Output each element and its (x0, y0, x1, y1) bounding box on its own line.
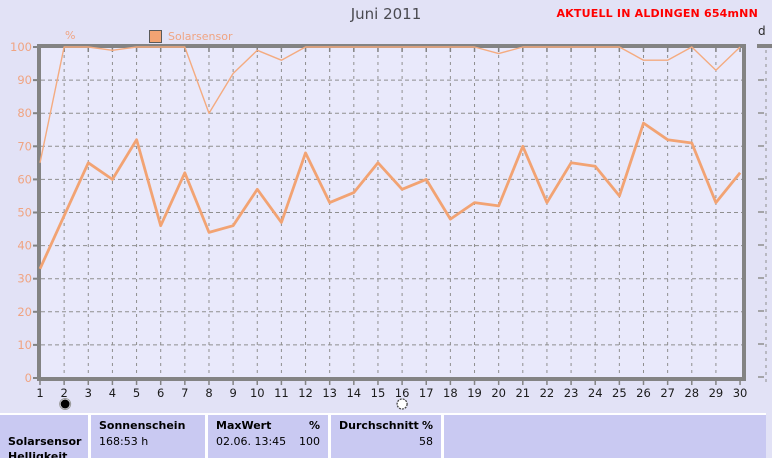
x-tick-label: 21 (515, 386, 530, 400)
x-tick-label: 16 (395, 386, 410, 400)
y-tick-label: 10 (17, 338, 32, 352)
sensor-row-helligkeit[interactable]: Helligkeit (8, 450, 68, 458)
y-tick-label: 50 (17, 206, 32, 220)
station-status-text: AKTUELL IN ALDINGEN 654mNN (556, 7, 758, 20)
x-tick-label: 19 (467, 386, 482, 400)
y-tick-label: 60 (17, 172, 32, 186)
x-tick-label: 4 (109, 386, 116, 400)
x-tick-label: 14 (346, 386, 361, 400)
empty-cell (444, 415, 766, 458)
sonnenschein-header: Sonnenschein (99, 418, 186, 432)
y-tick-label: 90 (17, 73, 32, 87)
x-tick-label: 18 (443, 386, 458, 400)
sonnenschein-cell: Sonnenschein 168:53 h (91, 415, 205, 458)
x-tick-label: 23 (564, 386, 579, 400)
durchschnitt-cell: Durchschnitt % 58 (331, 415, 441, 458)
maxwert-header: MaxWert (216, 418, 272, 432)
y-axis-unit-label: % (65, 29, 76, 42)
maxwert-unit: % (308, 418, 320, 432)
x-tick-label: 28 (684, 386, 699, 400)
adjacent-panel-label: d (758, 24, 766, 38)
y-tick-label: 30 (17, 272, 32, 286)
full-moon-icon (396, 398, 408, 410)
x-tick-label: 2 (60, 386, 67, 400)
y-tick-label: 80 (17, 106, 32, 120)
x-tick-label: 26 (636, 386, 651, 400)
maxwert-date: 02.06. 13:45 (216, 434, 287, 448)
y-tick-label: 0 (25, 371, 32, 385)
x-tick-label: 3 (85, 386, 92, 400)
x-tick-label: 9 (229, 386, 236, 400)
x-tick-label: 17 (419, 386, 434, 400)
maxwert-cell: MaxWert % 02.06. 13:45 100 (208, 415, 328, 458)
durchschnitt-unit: % (421, 418, 433, 432)
sonnenschein-value: 168:53 h (99, 434, 149, 448)
x-tick-label: 30 (733, 386, 748, 400)
maxwert-value: 100 (299, 434, 320, 448)
x-tick-label: 1 (36, 386, 43, 400)
x-tick-label: 6 (157, 386, 164, 400)
y-tick-label: 100 (10, 40, 32, 54)
y-tick-label: 20 (17, 305, 32, 319)
series-upper-line (39, 46, 741, 163)
x-tick-label: 25 (612, 386, 627, 400)
x-tick-label: 8 (205, 386, 212, 400)
sensor-name-column: Solarsensor Helligkeit (0, 415, 88, 458)
series-lower-line (38, 121, 742, 270)
x-tick-label: 27 (660, 386, 675, 400)
x-tick-label: 20 (491, 386, 506, 400)
chart-title: Juni 2011 (350, 5, 422, 23)
durchschnitt-header: Durchschnitt (339, 418, 419, 432)
x-tick-label: 5 (133, 386, 140, 400)
x-tick-label: 29 (709, 386, 724, 400)
x-tick-label: 15 (371, 386, 386, 400)
x-tick-label: 22 (540, 386, 555, 400)
new-moon-icon (60, 399, 70, 409)
sensor-row-solarsensor[interactable]: Solarsensor (8, 435, 82, 448)
x-tick-label: 7 (181, 386, 188, 400)
x-tick-label: 24 (588, 386, 603, 400)
sensor-summary-table: Solarsensor Helligkeit Sonnenschein 168:… (0, 413, 766, 458)
y-tick-label: 40 (17, 239, 32, 253)
x-tick-label: 12 (298, 386, 313, 400)
x-tick-label: 13 (322, 386, 337, 400)
legend-swatch-icon (149, 30, 162, 43)
chart-legend: Solarsensor (149, 30, 233, 43)
x-tick-label: 11 (274, 386, 289, 400)
y-tick-label: 70 (17, 139, 32, 153)
durchschnitt-value: 58 (419, 434, 433, 448)
legend-label: Solarsensor (168, 30, 233, 43)
x-tick-label: 10 (250, 386, 265, 400)
